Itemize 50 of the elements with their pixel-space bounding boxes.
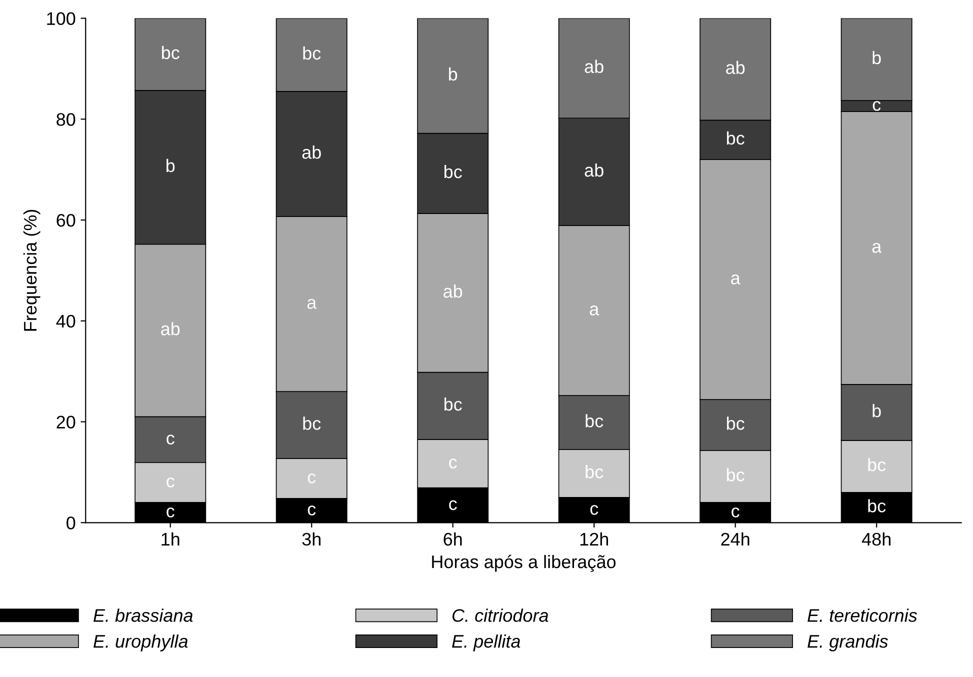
annotation: a bbox=[590, 306, 600, 316]
x-tick-label: 12h bbox=[580, 532, 608, 546]
annotation: bc bbox=[868, 499, 886, 512]
annotation: a bbox=[307, 298, 317, 309]
y-axis-title: Frequencia (%) bbox=[23, 210, 40, 331]
annotation: bc bbox=[726, 131, 744, 145]
legend-label: E. tereticornis bbox=[808, 608, 918, 622]
legend-label: E. pellita bbox=[452, 634, 520, 652]
annotation: bc bbox=[303, 416, 321, 430]
annotation: ab bbox=[161, 322, 180, 336]
annotation: ab bbox=[302, 146, 321, 159]
annotation: c bbox=[308, 505, 316, 516]
annotation: bc bbox=[444, 397, 462, 411]
annotation: c bbox=[166, 508, 174, 518]
legend-label: E. grandis bbox=[808, 634, 888, 652]
annotation: b bbox=[872, 50, 881, 64]
y-tick-label: 0 bbox=[66, 516, 76, 530]
annotation: c bbox=[590, 504, 598, 515]
annotation: bc bbox=[726, 416, 744, 430]
y-tick-label: 20 bbox=[56, 416, 76, 428]
y-tick-label: 40 bbox=[56, 314, 76, 328]
x-tick-label: 6h bbox=[444, 532, 462, 546]
annotation: bc bbox=[444, 164, 462, 178]
y-tick-label: 100 bbox=[47, 12, 76, 25]
annotation: a bbox=[872, 242, 882, 253]
annotation: c bbox=[166, 434, 174, 445]
annotation: ab bbox=[726, 60, 745, 74]
x-tick-label: 1h bbox=[162, 532, 180, 546]
x-tick-label: 3h bbox=[302, 532, 320, 546]
annotation: ab bbox=[584, 60, 604, 74]
annotation: ab bbox=[444, 284, 462, 298]
y-tick-label: 80 bbox=[56, 113, 76, 126]
annotation: c bbox=[732, 508, 740, 518]
annotation: b bbox=[872, 404, 881, 418]
y-tick-label: 60 bbox=[56, 214, 76, 227]
x-axis-title: Horas após a liberação bbox=[432, 554, 616, 572]
x-tick-label: 48h bbox=[862, 532, 890, 546]
annotation: ab bbox=[584, 163, 604, 177]
annotation: b bbox=[449, 67, 458, 81]
annotation: bc bbox=[303, 46, 321, 60]
annotation: bc bbox=[162, 46, 180, 60]
legend-label: C. citriodora bbox=[452, 608, 548, 622]
legend-label: E. brassiana bbox=[93, 608, 193, 622]
annotation: c bbox=[449, 500, 457, 510]
annotation: b bbox=[166, 158, 175, 172]
annotation: a bbox=[731, 274, 740, 284]
x-tick-label: 24h bbox=[721, 532, 750, 546]
annotation: c bbox=[872, 100, 881, 111]
legend-label: E. urophylla bbox=[93, 634, 188, 652]
annotation: bc bbox=[586, 414, 604, 428]
